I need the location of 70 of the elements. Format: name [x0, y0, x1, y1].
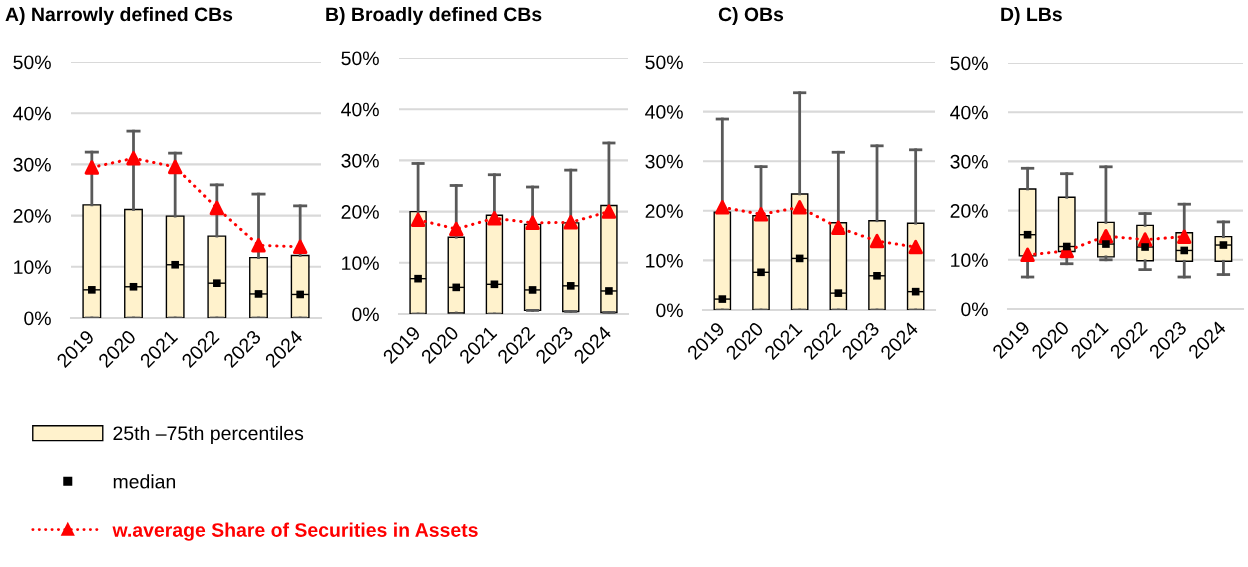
point: [84, 160, 100, 175]
y-tick-label: 10%: [342, 256, 379, 271]
point: [410, 212, 426, 228]
point: [452, 283, 461, 292]
point: [292, 239, 308, 255]
point: [251, 238, 266, 253]
point: [1102, 240, 1110, 248]
y-tick-label: 20%: [341, 205, 379, 219]
point: [254, 290, 263, 298]
point: [718, 295, 727, 303]
legend-label: median: [113, 474, 176, 489]
y-tick-label: 0%: [656, 303, 683, 318]
point: [869, 233, 885, 249]
chart-title: A) Narrowly defined CBs: [5, 6, 233, 26]
point: [171, 260, 179, 269]
point: [834, 289, 843, 297]
y-tick-label: 0%: [352, 307, 379, 322]
y-tick-label: 20%: [13, 209, 51, 223]
point: [757, 268, 765, 277]
point: [528, 286, 537, 294]
y-tick-label: 20%: [645, 204, 683, 219]
y-tick-label: 50%: [341, 51, 379, 66]
point: [296, 290, 304, 299]
chart-title: C) OBs: [718, 6, 784, 26]
point: [213, 279, 221, 287]
y-tick-label: 30%: [13, 157, 51, 172]
y-tick-label: 0%: [24, 311, 51, 326]
legend-label: 25th –75th percentiles: [113, 425, 304, 445]
y-tick-label: 40%: [13, 106, 51, 121]
point: [1020, 247, 1035, 263]
point: [831, 220, 846, 235]
point: [566, 282, 575, 290]
point: [753, 207, 769, 222]
point: [129, 282, 138, 291]
point: [1062, 242, 1071, 251]
point: [873, 271, 881, 280]
point: [167, 159, 183, 175]
y-tick-label: 10%: [951, 253, 988, 268]
point: [605, 287, 613, 295]
point: [525, 215, 540, 231]
point: [88, 286, 96, 294]
y-tick-label: 10%: [14, 260, 51, 275]
point: [126, 151, 141, 166]
legend-label: w.average Share of Securities in Assets: [112, 522, 478, 541]
point: [715, 200, 730, 215]
y-tick-label: 30%: [645, 154, 683, 169]
chart-title: D) LBs: [1001, 6, 1062, 26]
y-tick-label: 10%: [646, 253, 683, 268]
point: [449, 221, 464, 237]
chart-title: B) Broadly defined CBs: [326, 6, 542, 26]
y-tick-label: 40%: [950, 105, 988, 120]
point: [601, 204, 617, 219]
y-tick-label: 40%: [341, 102, 379, 117]
point: [1023, 230, 1032, 239]
point: [563, 215, 578, 230]
y-tick-label: 50%: [645, 55, 683, 70]
y-tick-label: 50%: [950, 56, 988, 71]
y-tick-label: 20%: [950, 204, 988, 218]
point: [908, 239, 923, 255]
point: [792, 200, 807, 215]
point: [1177, 229, 1192, 244]
point: [414, 274, 422, 283]
point: [487, 211, 502, 226]
y-tick-label: 30%: [950, 154, 988, 169]
y-tick-label: 0%: [961, 302, 988, 317]
y-tick-label: 40%: [645, 105, 683, 119]
y-tick-label: 30%: [341, 153, 379, 168]
point: [209, 200, 225, 216]
y-tick-label: 50%: [13, 55, 51, 70]
point: [1141, 243, 1149, 251]
